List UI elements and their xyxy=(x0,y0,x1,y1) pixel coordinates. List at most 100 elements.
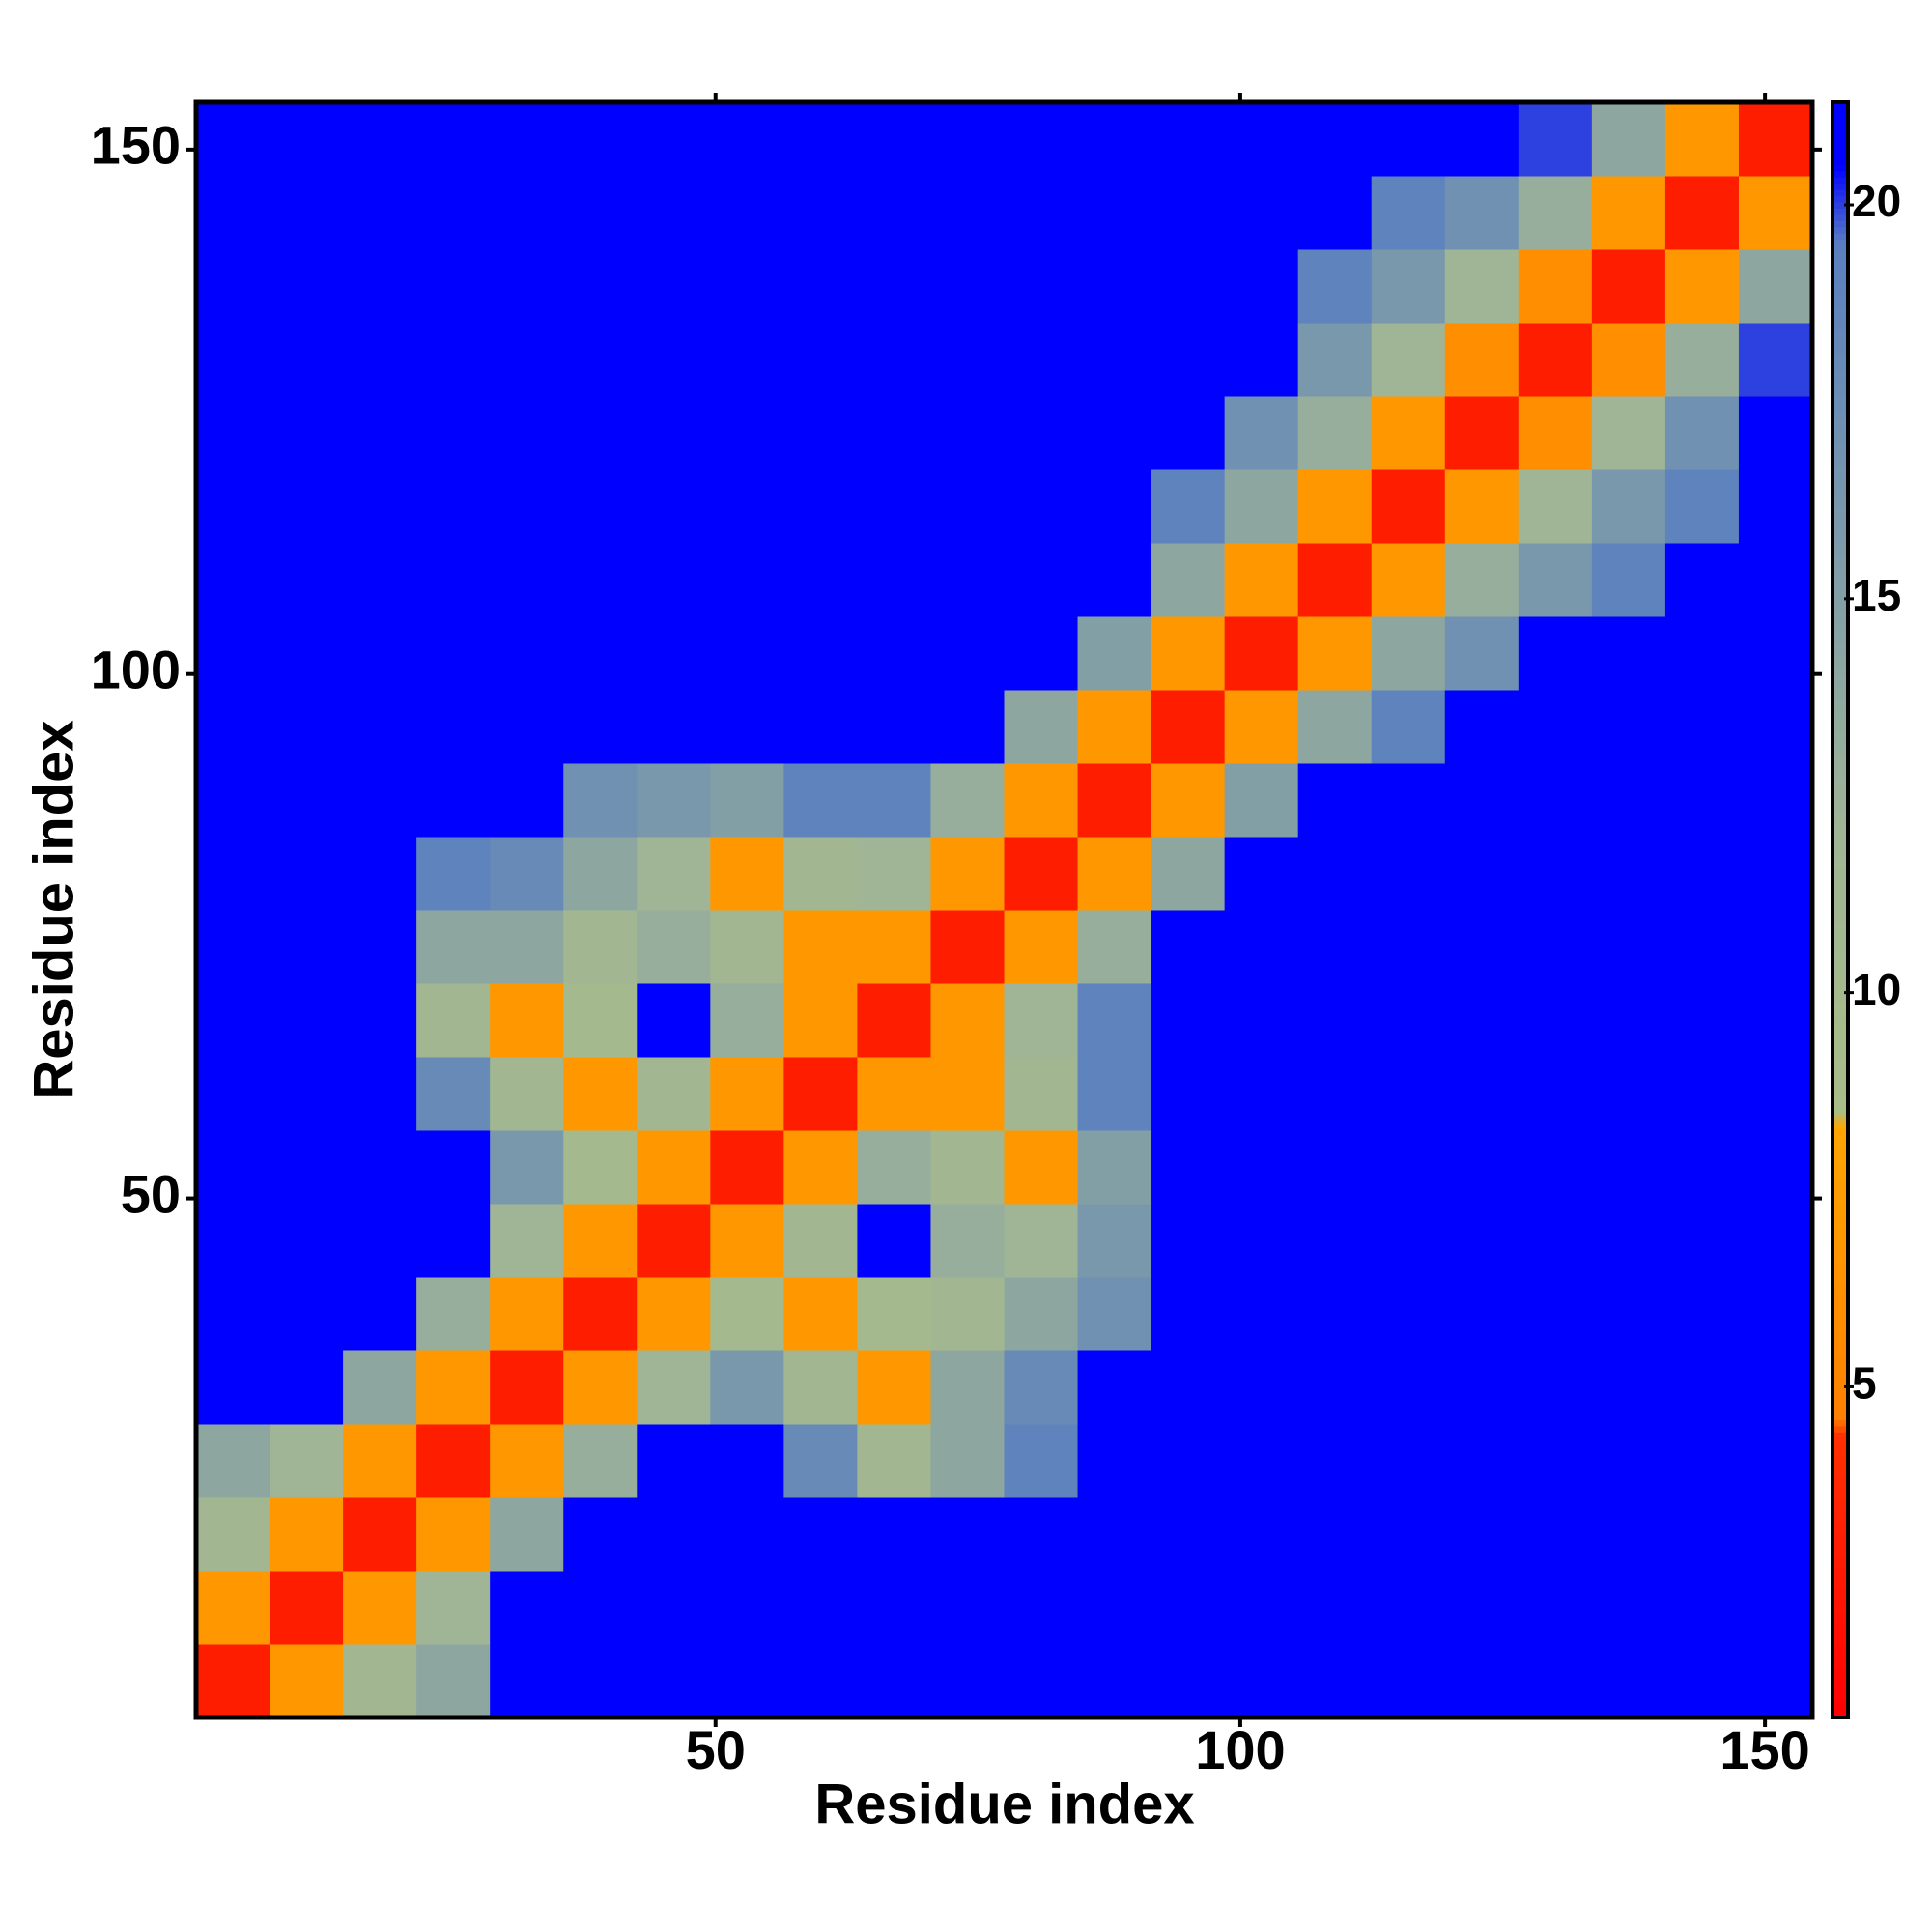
heatmap-cell xyxy=(930,616,1005,691)
heatmap-cell xyxy=(637,543,711,617)
colorbar-segment xyxy=(1833,183,1848,190)
heatmap-cell xyxy=(1224,983,1299,1058)
heatmap-cell xyxy=(1664,983,1740,1058)
heatmap-cell xyxy=(1151,1350,1226,1425)
colorbar-segment xyxy=(1833,1294,1848,1302)
heatmap-cell xyxy=(783,1571,858,1645)
colorbar-segment xyxy=(1833,133,1848,141)
colorbar-segment xyxy=(1833,1220,1848,1228)
heatmap-cell xyxy=(857,1424,931,1498)
colorbar-segment xyxy=(1833,487,1848,495)
colorbar-segment xyxy=(1833,1499,1848,1507)
colorbar-segment xyxy=(1833,1314,1848,1321)
heatmap-cell xyxy=(1591,1277,1666,1351)
heatmap-cell xyxy=(710,837,784,911)
heatmap-cell xyxy=(1297,837,1373,911)
colorbar-segment xyxy=(1833,1642,1848,1650)
colorbar-segment xyxy=(1833,1046,1848,1054)
heatmap-cell xyxy=(1444,1571,1520,1645)
heatmap-cell xyxy=(1224,176,1299,250)
heatmap-cell xyxy=(1518,763,1593,838)
heatmap-cell xyxy=(1151,763,1226,838)
heatmap-cell xyxy=(710,1644,784,1719)
colorbar-segment xyxy=(1833,779,1848,786)
heatmap-cell xyxy=(930,1424,1005,1498)
heatmap-cell xyxy=(196,910,270,984)
heatmap-cell xyxy=(563,837,638,911)
colorbar-segment xyxy=(1833,1208,1848,1215)
heatmap-cell xyxy=(710,763,784,838)
heatmap-cell xyxy=(637,1350,711,1425)
heatmap-cell xyxy=(1591,690,1666,764)
heatmap-cell xyxy=(1297,1424,1373,1498)
heatmap-cell xyxy=(1297,763,1373,838)
heatmap-cell xyxy=(1004,1424,1079,1498)
colorbar-segment xyxy=(1833,208,1848,215)
colorbar-segment xyxy=(1833,1040,1848,1048)
heatmap-cell xyxy=(1518,616,1593,691)
heatmap-cell xyxy=(857,1057,931,1131)
heatmap-cell xyxy=(270,616,344,691)
heatmap-cell xyxy=(857,763,931,838)
colorbar-segment xyxy=(1833,1611,1848,1619)
colorbar-segment xyxy=(1833,555,1848,563)
heatmap-cell xyxy=(1591,983,1666,1058)
heatmap-cell xyxy=(563,176,638,250)
heatmap-cell xyxy=(1738,616,1813,691)
heatmap-cell xyxy=(1151,249,1226,324)
heatmap-cell xyxy=(490,1571,564,1645)
heatmap-cell xyxy=(857,396,931,470)
colorbar-segment xyxy=(1833,1182,1848,1190)
heatmap-cell xyxy=(1591,1424,1666,1498)
heatmap-cell xyxy=(343,690,417,764)
heatmap-cell xyxy=(416,1057,491,1131)
heatmap-cell xyxy=(1591,1644,1666,1719)
heatmap-cell xyxy=(1518,690,1593,764)
colorbar-segment xyxy=(1833,872,1848,880)
heatmap-cell xyxy=(1371,1571,1446,1645)
colorbar-segment xyxy=(1833,530,1848,538)
heatmap-cell xyxy=(1444,543,1520,617)
colorbar-segment xyxy=(1833,860,1848,867)
heatmap-cell xyxy=(1004,837,1079,911)
heatmap-cell xyxy=(1738,1644,1813,1719)
heatmap-cell xyxy=(783,102,858,177)
heatmap-cell xyxy=(1664,1057,1740,1131)
heatmap-cell xyxy=(857,543,931,617)
heatmap-cell xyxy=(563,1130,638,1205)
colorbar-segment xyxy=(1833,947,1848,954)
heatmap-cell xyxy=(1004,1130,1079,1205)
heatmap-cell xyxy=(490,1424,564,1498)
heatmap-cell xyxy=(1371,469,1446,544)
heatmap-cell xyxy=(490,983,564,1058)
heatmap-cell xyxy=(710,1350,784,1425)
colorbar-segment xyxy=(1833,282,1848,290)
colorbar-segment xyxy=(1833,543,1848,551)
heatmap-cell xyxy=(1738,837,1813,911)
heatmap-cell xyxy=(490,1497,564,1572)
heatmap-cell xyxy=(196,1204,270,1278)
heatmap-cell xyxy=(1738,543,1813,617)
colorbar-segment xyxy=(1833,1003,1848,1010)
x-tick-label: 50 xyxy=(686,1719,746,1780)
colorbar-segment xyxy=(1833,550,1848,557)
heatmap-cell xyxy=(1297,1057,1373,1131)
colorbar-segment xyxy=(1833,735,1848,743)
heatmap-cell xyxy=(343,1057,417,1131)
heatmap-cell xyxy=(1371,323,1446,397)
heatmap-cell xyxy=(1591,763,1666,838)
heatmap-cell xyxy=(1738,396,1813,470)
colorbar-segment xyxy=(1833,984,1848,992)
colorbar-segment xyxy=(1833,1549,1848,1557)
heatmap-cell xyxy=(343,1204,417,1278)
heatmap-cell xyxy=(1371,690,1446,764)
heatmap-cell xyxy=(1371,396,1446,470)
heatmap-cell xyxy=(1004,176,1079,250)
heatmap-cell xyxy=(783,983,858,1058)
heatmap-cell xyxy=(563,763,638,838)
heatmap-cell xyxy=(857,176,931,250)
heatmap-cell xyxy=(710,176,784,250)
colorbar-segment xyxy=(1833,356,1848,364)
colorbar-segment xyxy=(1833,624,1848,632)
heatmap-cell xyxy=(1077,1571,1152,1645)
